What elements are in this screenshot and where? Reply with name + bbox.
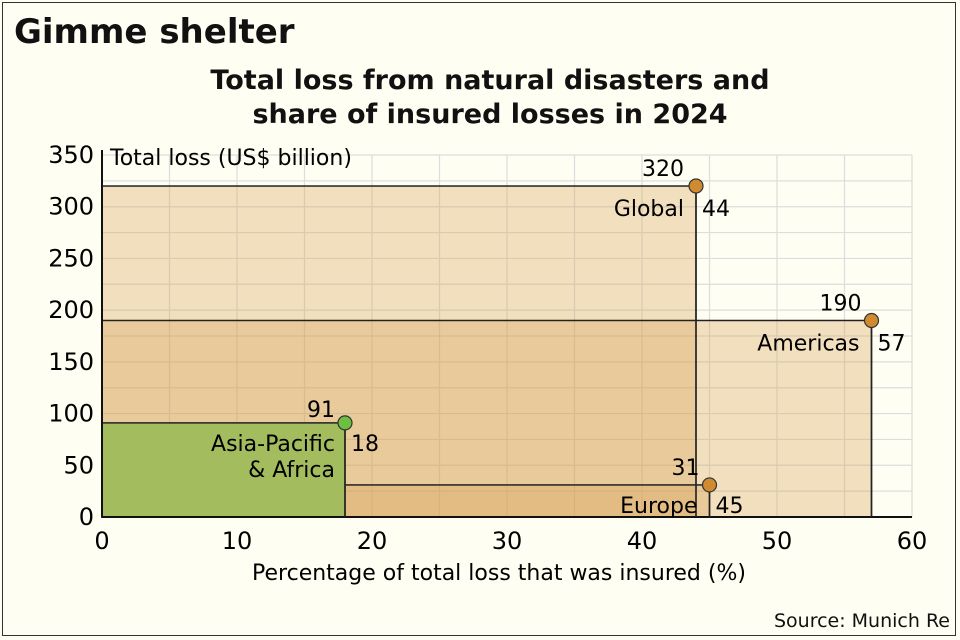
value-label-insured: 57 [878,331,906,356]
value-label-insured: 44 [702,197,730,222]
value-label-total: 190 [820,291,862,316]
x-tick-label: 30 [492,527,523,555]
series-label: Europe [620,494,697,519]
value-label-total: 31 [672,456,700,481]
chart-subtitle-line2: share of insured losses in 2024 [252,99,728,130]
data-point [701,477,718,493]
chart-subtitle-line1: Total loss from natural disasters and [210,65,770,96]
x-tick-label: 50 [762,527,793,555]
y-tick-label: 0 [79,503,94,531]
value-label-total: 91 [307,398,335,423]
series-label: Asia-Pacific [211,432,335,457]
x-tick-label: 20 [357,527,388,555]
data-point [337,415,353,431]
x-tick-label: 40 [627,527,658,555]
x-tick-label: 0 [94,527,109,555]
data-point [688,178,704,194]
value-label-insured: 45 [716,494,744,519]
source-note: Source: Munich Re [773,610,950,632]
x-tick-label: 60 [897,527,928,555]
x-tick-label: 10 [222,527,253,555]
y-tick-label: 50 [63,451,94,479]
series-label: Global [614,197,684,222]
y-tick-label: 100 [48,400,94,428]
y-tick-label: 350 [48,141,94,169]
data-point [863,312,880,329]
chart-title: Gimme shelter [14,12,295,52]
y-axis-label: Total loss (US$ billion) [109,146,352,171]
x-axis-label: Percentage of total loss that was insure… [252,561,746,586]
series-label: & Africa [248,458,335,483]
y-tick-label: 200 [48,296,94,324]
series-label: Americas [757,331,859,356]
y-tick-label: 300 [48,193,94,221]
y-tick-label: 250 [48,244,94,272]
value-label-total: 320 [642,157,684,182]
y-tick-label: 150 [48,348,94,376]
value-label-insured: 18 [351,432,379,457]
